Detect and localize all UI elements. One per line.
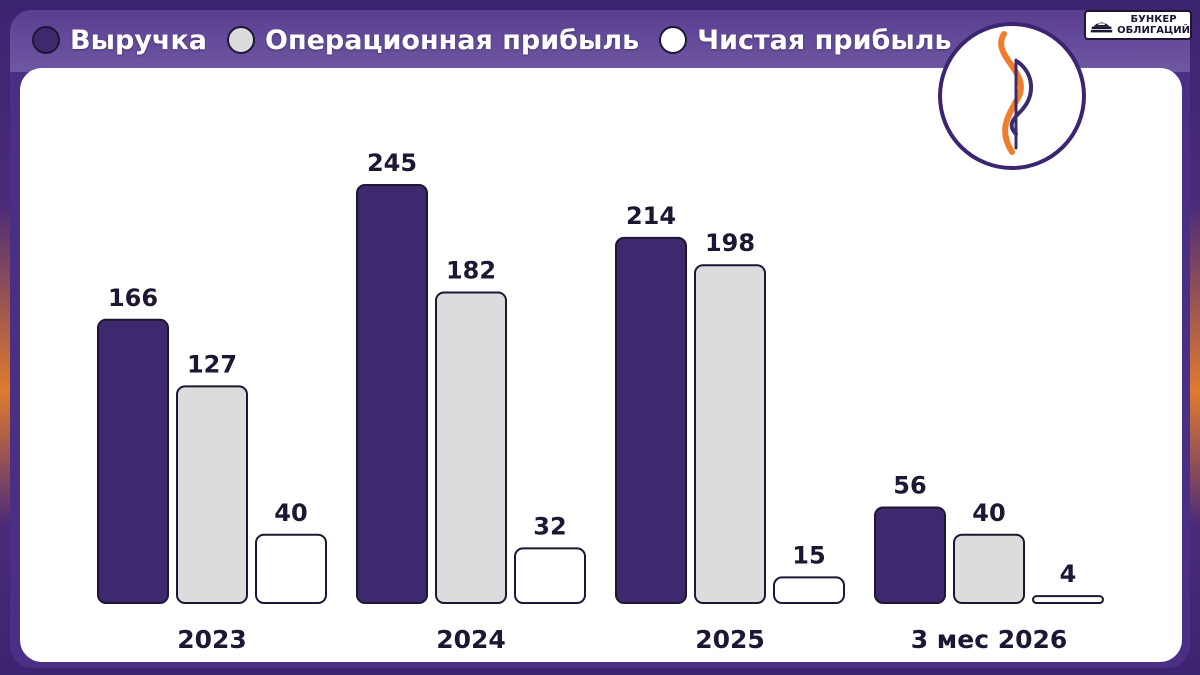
company-logo-icon [998, 31, 1034, 155]
brand-line-1: БУНКЕР [1130, 14, 1177, 25]
value-label-operating-profit-1: 182 [446, 257, 496, 285]
bar-net-profit-0 [255, 533, 327, 605]
bar-operating-profit-0 [176, 385, 248, 605]
value-label-net-profit-3: 4 [1060, 560, 1077, 588]
bar-operating-profit-3 [953, 533, 1025, 605]
bar-net-profit-3 [1032, 595, 1104, 605]
value-label-revenue-0: 166 [108, 284, 158, 312]
legend-label-operating-profit: Операционная прибыль [265, 24, 640, 56]
value-label-net-profit-2: 15 [792, 541, 825, 569]
brand-line-2: ОБЛИГАЦИЙ [1117, 25, 1190, 36]
bar-revenue-2 [615, 236, 687, 605]
category-label-3: 3 мес 2026 [911, 625, 1068, 654]
category-label-2: 2025 [695, 625, 765, 654]
brand-badge: БУНКЕР ОБЛИГАЦИЙ [1084, 10, 1192, 40]
value-label-revenue-3: 56 [893, 471, 926, 499]
value-label-revenue-2: 214 [626, 202, 676, 230]
legend-item-net-profit: Чистая прибыль [659, 24, 952, 56]
legend-label-net-profit: Чистая прибыль [697, 24, 952, 56]
category-label-0: 2023 [177, 625, 247, 654]
bar-revenue-0 [97, 318, 169, 604]
value-label-operating-profit-2: 198 [705, 229, 755, 257]
bar-net-profit-2 [773, 576, 845, 604]
legend-label-revenue: Выручка [70, 24, 208, 56]
value-label-revenue-1: 245 [367, 149, 417, 177]
legend-swatch-net-profit [659, 26, 688, 54]
bar-operating-profit-1 [435, 291, 507, 604]
bar-revenue-1 [356, 184, 428, 604]
legend-swatch-revenue [32, 26, 60, 54]
value-label-net-profit-0: 40 [274, 499, 307, 527]
bar-net-profit-1 [514, 547, 586, 605]
legend-item-operating-profit: Операционная прибыль [227, 25, 639, 56]
company-logo [938, 22, 1086, 170]
bunker-icon [1090, 22, 1113, 33]
legend-item-revenue: Выручка [32, 25, 207, 56]
bar-revenue-3 [874, 506, 946, 604]
value-label-net-profit-1: 32 [533, 512, 566, 540]
bar-operating-profit-2 [694, 264, 766, 604]
value-label-operating-profit-0: 127 [187, 350, 237, 378]
legend: Выручка Операционная прибыль Чистая приб… [32, 18, 972, 62]
value-label-operating-profit-3: 40 [972, 499, 1005, 527]
category-label-1: 2024 [436, 625, 506, 654]
legend-swatch-operating-profit [227, 26, 256, 54]
